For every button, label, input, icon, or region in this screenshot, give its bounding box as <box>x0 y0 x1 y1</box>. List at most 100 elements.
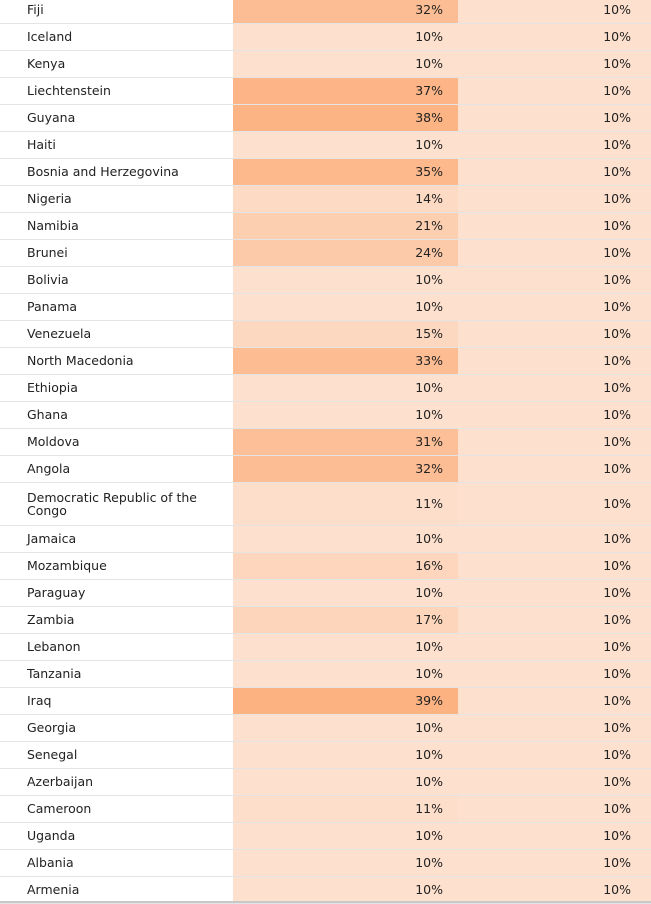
rate-a-cell: 10% <box>233 50 458 78</box>
country-cell: Brunei <box>0 239 233 267</box>
rate-a-cell: 10% <box>233 849 458 877</box>
rate-b-cell: 10% <box>458 822 651 850</box>
rate-a-cell: 10% <box>233 660 458 688</box>
table-row: Uganda 10% 10% <box>0 822 651 850</box>
rate-a-cell: 14% <box>233 185 458 213</box>
rate-b-cell: 10% <box>458 714 651 742</box>
rate-b-cell: 10% <box>458 552 651 580</box>
country-cell: Tanzania <box>0 660 233 688</box>
rate-a-cell: 10% <box>233 633 458 661</box>
rate-b-cell: 10% <box>458 633 651 661</box>
rate-b-cell: 10% <box>458 185 651 213</box>
table-row: Panama 10% 10% <box>0 293 651 321</box>
country-cell: Panama <box>0 293 233 321</box>
table-row: Venezuela 15% 10% <box>0 320 651 348</box>
rate-a-cell: 10% <box>233 374 458 402</box>
country-cell: Nigeria <box>0 185 233 213</box>
table-row: Armenia 10% 10% <box>0 876 651 904</box>
rate-a-cell: 24% <box>233 239 458 267</box>
table-row: Jamaica 10% 10% <box>0 525 651 553</box>
rate-a-cell: 32% <box>233 0 458 24</box>
rate-a-cell: 32% <box>233 455 458 483</box>
table-row: Liechtenstein 37% 10% <box>0 77 651 105</box>
rate-b-cell: 10% <box>458 266 651 294</box>
rate-b-cell: 10% <box>458 428 651 456</box>
rate-b-cell: 10% <box>458 293 651 321</box>
rate-b-cell: 10% <box>458 482 651 526</box>
rate-b-cell: 10% <box>458 660 651 688</box>
table-bottom-rule <box>0 901 651 903</box>
rate-a-cell: 17% <box>233 606 458 634</box>
rate-a-cell: 10% <box>233 741 458 769</box>
rate-a-cell: 35% <box>233 158 458 186</box>
rate-a-cell: 31% <box>233 428 458 456</box>
rate-a-cell: 10% <box>233 131 458 159</box>
country-cell: North Macedonia <box>0 347 233 375</box>
table-row: Paraguay 10% 10% <box>0 579 651 607</box>
rate-b-cell: 10% <box>458 606 651 634</box>
country-cell: Bolivia <box>0 266 233 294</box>
rate-a-cell: 11% <box>233 482 458 526</box>
country-cell: Uganda <box>0 822 233 850</box>
table-row: Democratic Republic of the Congo 11% 10% <box>0 482 651 526</box>
rate-a-cell: 10% <box>233 266 458 294</box>
rate-a-cell: 10% <box>233 822 458 850</box>
rate-b-cell: 10% <box>458 741 651 769</box>
table-row: Iceland 10% 10% <box>0 23 651 51</box>
rate-a-cell: 38% <box>233 104 458 132</box>
rate-b-cell: 10% <box>458 77 651 105</box>
table-row: Bosnia and Herzegovina 35% 10% <box>0 158 651 186</box>
country-cell: Democratic Republic of the Congo <box>0 482 233 526</box>
rate-b-cell: 10% <box>458 849 651 877</box>
country-cell: Bosnia and Herzegovina <box>0 158 233 186</box>
rate-a-cell: 10% <box>233 768 458 796</box>
table-row: Bolivia 10% 10% <box>0 266 651 294</box>
rate-a-cell: 21% <box>233 212 458 240</box>
rate-b-cell: 10% <box>458 579 651 607</box>
country-cell: Zambia <box>0 606 233 634</box>
country-cell: Georgia <box>0 714 233 742</box>
rate-a-cell: 15% <box>233 320 458 348</box>
rate-b-cell: 10% <box>458 0 651 24</box>
rate-b-cell: 10% <box>458 239 651 267</box>
country-cell: Moldova <box>0 428 233 456</box>
rate-b-cell: 10% <box>458 768 651 796</box>
rate-a-cell: 10% <box>233 714 458 742</box>
rate-a-cell: 10% <box>233 525 458 553</box>
rate-a-cell: 10% <box>233 876 458 904</box>
table-row: Angola 32% 10% <box>0 455 651 483</box>
country-cell: Guyana <box>0 104 233 132</box>
rate-b-cell: 10% <box>458 212 651 240</box>
rate-b-cell: 10% <box>458 401 651 429</box>
country-cell: Iceland <box>0 23 233 51</box>
table-row: Moldova 31% 10% <box>0 428 651 456</box>
rate-a-cell: 33% <box>233 347 458 375</box>
country-cell: Senegal <box>0 741 233 769</box>
rate-b-cell: 10% <box>458 374 651 402</box>
table-row: Tanzania 10% 10% <box>0 660 651 688</box>
country-cell: Paraguay <box>0 579 233 607</box>
country-cell: Kenya <box>0 50 233 78</box>
rate-b-cell: 10% <box>458 50 651 78</box>
country-cell: Venezuela <box>0 320 233 348</box>
table-row: Guyana 38% 10% <box>0 104 651 132</box>
table-row: Fiji 32% 10% <box>0 0 651 24</box>
table-row: Zambia 17% 10% <box>0 606 651 634</box>
country-cell: Lebanon <box>0 633 233 661</box>
table-row: Brunei 24% 10% <box>0 239 651 267</box>
country-cell: Ghana <box>0 401 233 429</box>
country-cell: Azerbaijan <box>0 768 233 796</box>
table-row: Azerbaijan 10% 10% <box>0 768 651 796</box>
table-row: Kenya 10% 10% <box>0 50 651 78</box>
table-row: Nigeria 14% 10% <box>0 185 651 213</box>
rate-b-cell: 10% <box>458 320 651 348</box>
table-row: Ghana 10% 10% <box>0 401 651 429</box>
table-row: Mozambique 16% 10% <box>0 552 651 580</box>
rate-b-cell: 10% <box>458 876 651 904</box>
rate-b-cell: 10% <box>458 525 651 553</box>
rate-a-cell: 10% <box>233 401 458 429</box>
country-cell: Albania <box>0 849 233 877</box>
rate-b-cell: 10% <box>458 104 651 132</box>
